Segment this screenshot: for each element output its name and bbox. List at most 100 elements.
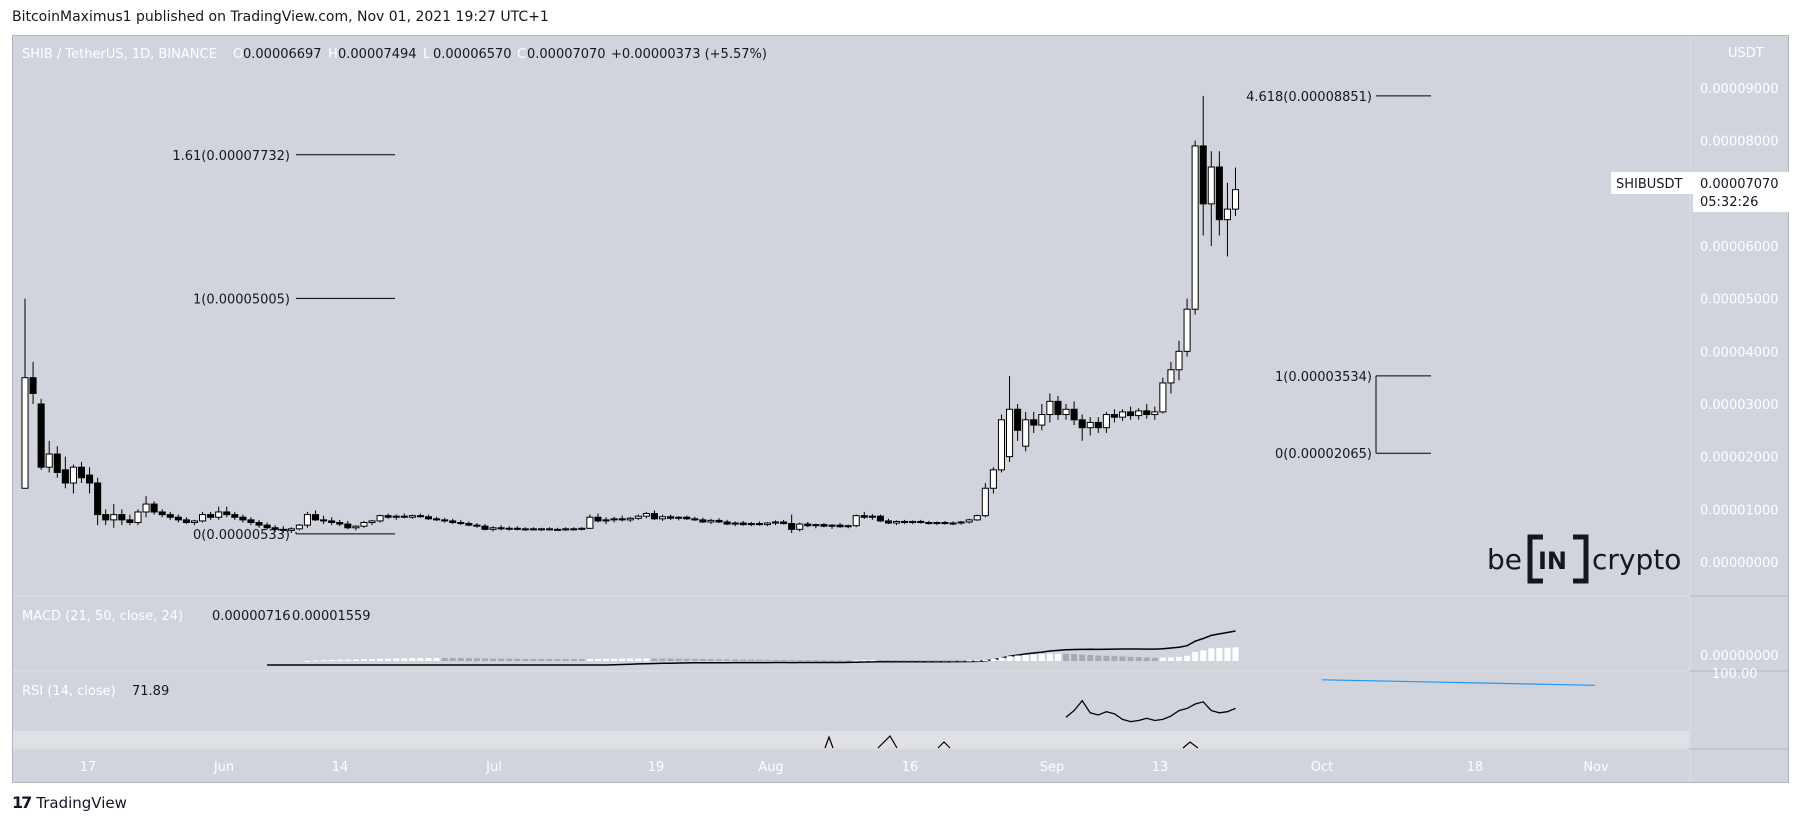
candle-body — [973, 515, 981, 521]
macd-histogram-bar — [562, 659, 569, 661]
candle-body — [223, 511, 231, 516]
candle-body — [909, 520, 917, 523]
candle-body — [376, 515, 384, 522]
candle-body — [344, 523, 352, 529]
candle-body — [61, 469, 69, 484]
macd-histogram-bar — [982, 659, 989, 661]
candle-body — [529, 528, 537, 531]
tradingview-brand[interactable]: 17 TradingView — [12, 793, 127, 812]
candle-body — [360, 522, 368, 527]
watermark-box-gap-top — [1543, 532, 1573, 542]
macd-histogram-bar — [1184, 655, 1191, 661]
macd-histogram-bar — [594, 658, 601, 661]
watermark-logo: be IN crypto — [1487, 532, 1681, 586]
candle-body — [796, 523, 804, 530]
y-tick-label: 0.00009000 — [1700, 82, 1779, 97]
candle-body — [989, 469, 997, 489]
candle-body — [1207, 166, 1215, 205]
candle-body — [1022, 419, 1030, 447]
macd-histogram-bar — [409, 658, 416, 661]
macd-axis-label: 0.00000000 — [1700, 649, 1779, 664]
x-tick-label: Jun — [213, 760, 234, 775]
ohlc-low-label: L — [423, 47, 431, 62]
macd-histogram-bar — [1071, 654, 1078, 661]
candle-body — [94, 482, 102, 516]
x-tick-label: 14 — [332, 760, 349, 775]
candle-body — [763, 522, 771, 526]
candle-body — [957, 521, 965, 524]
ohlc-change: +0.00000373 (+5.57%) — [611, 47, 767, 62]
macd-histogram-bar — [933, 660, 940, 662]
candle-body — [731, 522, 739, 525]
symbol-line: SHIB / TetherUS, 1D, BINANCE — [22, 47, 217, 62]
candle-body — [1078, 419, 1086, 429]
candle-body — [1159, 382, 1167, 413]
price-axis-bg — [1691, 36, 1788, 782]
macd-histogram-bar — [1014, 655, 1021, 661]
macd-histogram-bar — [1022, 654, 1029, 661]
candle-body — [546, 528, 554, 531]
candle-body — [594, 516, 602, 522]
macd-histogram-bar — [748, 659, 755, 661]
tradingview-brand-label: TradingView — [36, 793, 127, 812]
candle-body — [53, 453, 61, 473]
ohlc-high-value: 0.00007494 — [338, 47, 417, 62]
candle-body — [642, 513, 650, 517]
candle-body — [1102, 414, 1110, 429]
candle-body — [1014, 408, 1022, 431]
candle-body — [997, 419, 1006, 471]
watermark-text-left: be — [1487, 543, 1522, 576]
x-tick-label: 18 — [1467, 760, 1484, 775]
macd-histogram-bar — [619, 658, 626, 661]
macd-histogram-bar — [538, 658, 545, 661]
candle-body — [804, 523, 812, 527]
macd-legend-value-1: 0.00000716 — [212, 609, 291, 624]
candle-body — [263, 524, 271, 529]
candle-body — [215, 511, 223, 518]
candle-body — [1046, 400, 1054, 416]
macd-histogram-bar — [651, 658, 658, 661]
candle-body — [328, 520, 336, 523]
candle-body — [102, 514, 110, 521]
candle-body — [1030, 419, 1038, 426]
candle-body — [901, 520, 909, 523]
macd-histogram-bar — [699, 658, 706, 661]
candle-body — [1191, 145, 1199, 310]
candle-body — [45, 453, 53, 468]
candle-body — [1143, 410, 1151, 416]
candle-body — [1070, 408, 1078, 421]
price-pane-bg — [13, 36, 1689, 595]
candle-body — [368, 520, 376, 523]
candle-body — [1215, 166, 1223, 221]
macd-histogram-bar — [667, 658, 674, 661]
macd-legend-value-2: 0.00001559 — [292, 609, 371, 624]
y-tick-label: 0.00004000 — [1700, 345, 1779, 360]
macd-histogram-bar — [683, 658, 690, 661]
macd-histogram-bar — [1143, 657, 1150, 661]
candle-body — [1038, 414, 1046, 426]
macd-histogram-bar — [724, 659, 731, 661]
candle-body — [949, 522, 957, 525]
macd-histogram-bar — [732, 659, 739, 661]
fib-label: 4.618(0.00008851) — [1246, 90, 1372, 105]
x-tick-label: Sep — [1040, 760, 1065, 775]
candle-body — [933, 522, 941, 525]
candle-body — [1086, 421, 1094, 429]
candle-body — [691, 518, 699, 521]
x-tick-label: 19 — [648, 760, 665, 775]
x-ticks-group: 17 Jun 14 Jul 19 Aug 16 Sep 13 Oct 18 Nov — [80, 760, 1609, 775]
ohlc-low-value: 0.00006570 — [433, 47, 512, 62]
fib-label: 0(0.00002065) — [1275, 447, 1372, 462]
candle-body — [37, 403, 45, 468]
macd-histogram-bar — [707, 659, 714, 661]
last-price-symbol: SHIBUSDT — [1616, 177, 1683, 192]
macd-histogram-bar — [877, 660, 884, 662]
candle-body — [279, 528, 287, 531]
macd-histogram-bar — [481, 658, 488, 661]
macd-histogram-bar — [570, 659, 577, 661]
candle-body — [424, 516, 433, 520]
macd-histogram-bar — [1208, 648, 1215, 661]
candle-body — [925, 522, 933, 525]
macd-histogram-bar — [1079, 654, 1086, 661]
